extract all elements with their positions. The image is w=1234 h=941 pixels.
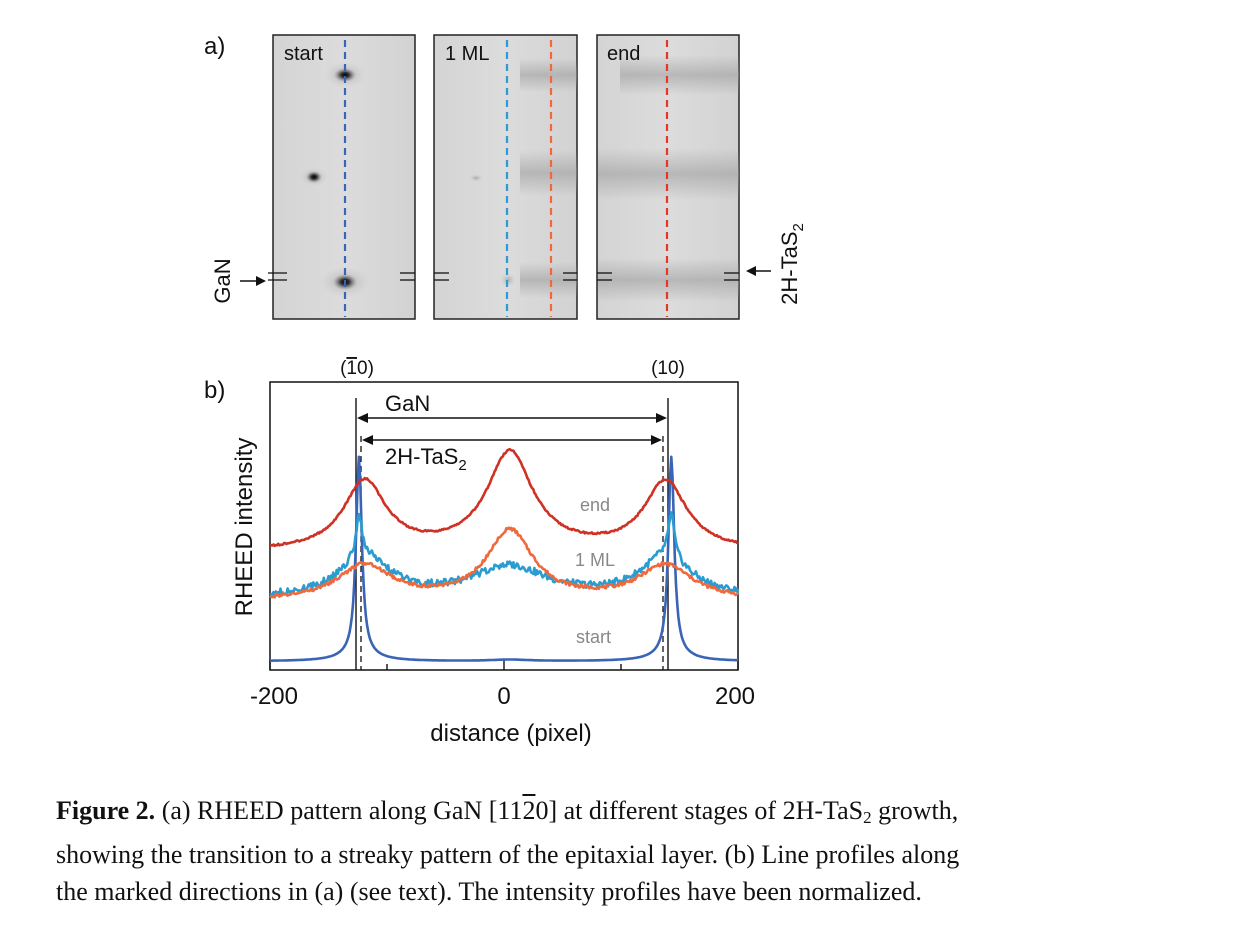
panel-b-label: b) xyxy=(204,377,225,404)
xtick-label-200: 200 xyxy=(715,683,755,710)
panel-a-label: a) xyxy=(204,33,225,60)
curve-label-end: end xyxy=(580,495,610,515)
gan-tas-markers xyxy=(268,272,739,281)
gan-distance-label: GaN xyxy=(385,391,430,416)
figure-caption: Figure 2. (a) RHEED pattern along GaN [1… xyxy=(56,792,1186,910)
profile-1ml-blue xyxy=(269,511,740,597)
profile-curves xyxy=(269,447,740,663)
caption-text-1b: 0] at different stages of 2H-TaS xyxy=(535,796,864,825)
caption-text-1a: (a) RHEED pattern along GaN [11 xyxy=(155,796,523,825)
profile-start xyxy=(269,455,739,663)
gan-arrow xyxy=(240,276,266,286)
curve-label-1ml: 1 ML xyxy=(575,550,615,570)
rheed-image-start xyxy=(272,34,416,320)
rheed-image-end xyxy=(596,34,740,320)
tas2-distance-arrow xyxy=(362,435,662,445)
curve-label-start: start xyxy=(576,627,611,647)
panel-end-label: end xyxy=(607,43,640,65)
y-axis-label: RHEED intensity xyxy=(231,438,258,617)
xtick-label-0: 0 xyxy=(497,683,510,710)
caption-line-2: showing the transition to a streaky patt… xyxy=(56,840,960,869)
caption-text-1c: growth, xyxy=(871,796,959,825)
caption-line-3: the marked directions in (a) (see text).… xyxy=(56,877,922,906)
x-axis-label: distance (pixel) xyxy=(430,720,591,747)
gan-distance-arrow xyxy=(357,413,667,423)
gan-marker-label: GaN xyxy=(210,258,235,303)
profile-end xyxy=(269,447,739,548)
panel-start-label: start xyxy=(284,43,323,65)
tas2-distance-label: 2H-TaS2 xyxy=(385,444,467,474)
peak-label-left: (10) xyxy=(340,358,374,379)
profile-1ml-orange xyxy=(269,526,740,599)
caption-figure-number: Figure 2. xyxy=(56,796,156,825)
tas2-marker-label: 2H-TaS2 xyxy=(777,223,807,305)
xtick-label-neg200: -200 xyxy=(250,683,298,710)
caption-sub: 2 xyxy=(863,808,872,827)
peak-label-right: (10) xyxy=(651,358,685,379)
rheed-image-1ml xyxy=(433,34,578,320)
caption-overbar-digit: 2 xyxy=(522,796,536,825)
reference-lines xyxy=(355,398,669,670)
caption-line-1: Figure 2. (a) RHEED pattern along GaN [1… xyxy=(56,792,1186,836)
tas2-arrow xyxy=(746,266,771,276)
panel-1ml-label: 1 ML xyxy=(445,43,489,65)
